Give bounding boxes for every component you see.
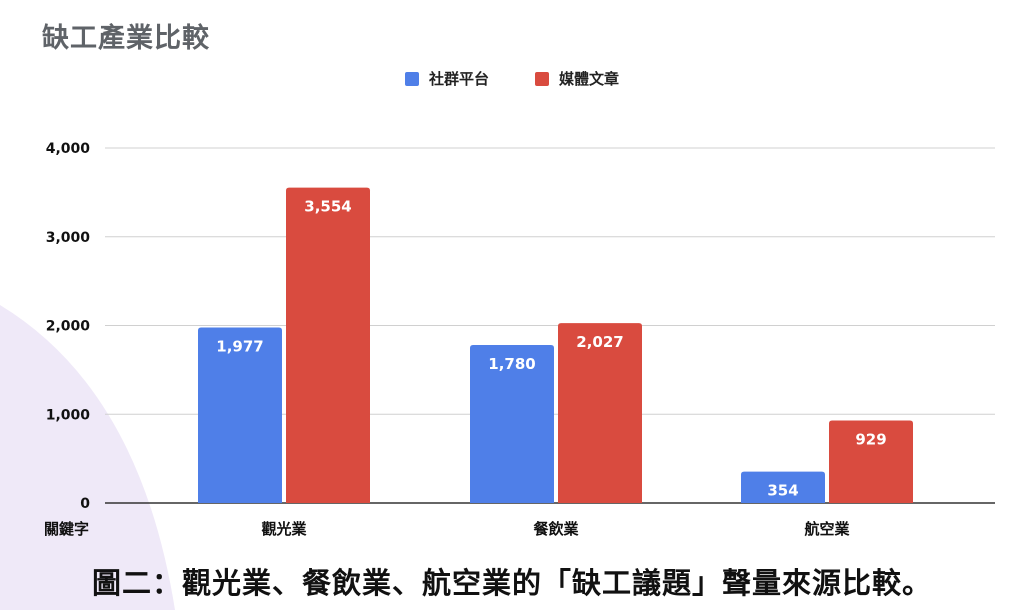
y-tick-label: 3,000 <box>46 230 91 246</box>
y-tick-label: 0 <box>80 496 90 512</box>
legend-swatch-social <box>404 71 419 86</box>
bar <box>741 471 825 503</box>
data-label: 354 <box>767 482 798 500</box>
bars <box>198 187 913 503</box>
legend: 社群平台 媒體文章 <box>0 68 1024 89</box>
y-axis-ticks: 0 1,000 2,000 3,000 4,000 <box>46 141 91 512</box>
data-label: 1,780 <box>488 355 535 373</box>
x-axis-categories: 觀光業 餐飲業 航空業 <box>261 520 850 538</box>
bar <box>558 323 642 503</box>
y-tick-label: 4,000 <box>46 141 91 157</box>
data-label: 929 <box>855 431 886 449</box>
data-label: 1,977 <box>216 338 263 356</box>
data-label: 2,027 <box>576 333 623 351</box>
chart-title: 缺工產業比較 <box>42 23 210 54</box>
bar <box>198 327 282 503</box>
figure-caption: 圖二：觀光業、餐飲業、航空業的「缺工議題」聲量來源比較。 <box>91 566 932 600</box>
bar <box>286 187 370 503</box>
legend-item-media: 媒體文章 <box>535 68 619 89</box>
legend-label-social: 社群平台 <box>428 70 489 88</box>
category-label: 航空業 <box>804 520 850 538</box>
legend-swatch-media <box>535 71 549 86</box>
data-label: 3,554 <box>304 198 351 216</box>
x-axis-label: 關鍵字 <box>44 520 89 538</box>
data-labels: 1,977 3,554 1,780 2,027 354 929 <box>216 198 886 500</box>
category-label: 觀光業 <box>261 520 307 538</box>
legend-item-social: 社群平台 <box>404 68 489 89</box>
bar <box>470 345 554 503</box>
legend-label-media: 媒體文章 <box>559 70 620 88</box>
y-tick-label: 1,000 <box>46 407 91 423</box>
bar <box>829 420 913 503</box>
category-label: 餐飲業 <box>533 520 579 538</box>
y-tick-label: 2,000 <box>46 319 91 335</box>
